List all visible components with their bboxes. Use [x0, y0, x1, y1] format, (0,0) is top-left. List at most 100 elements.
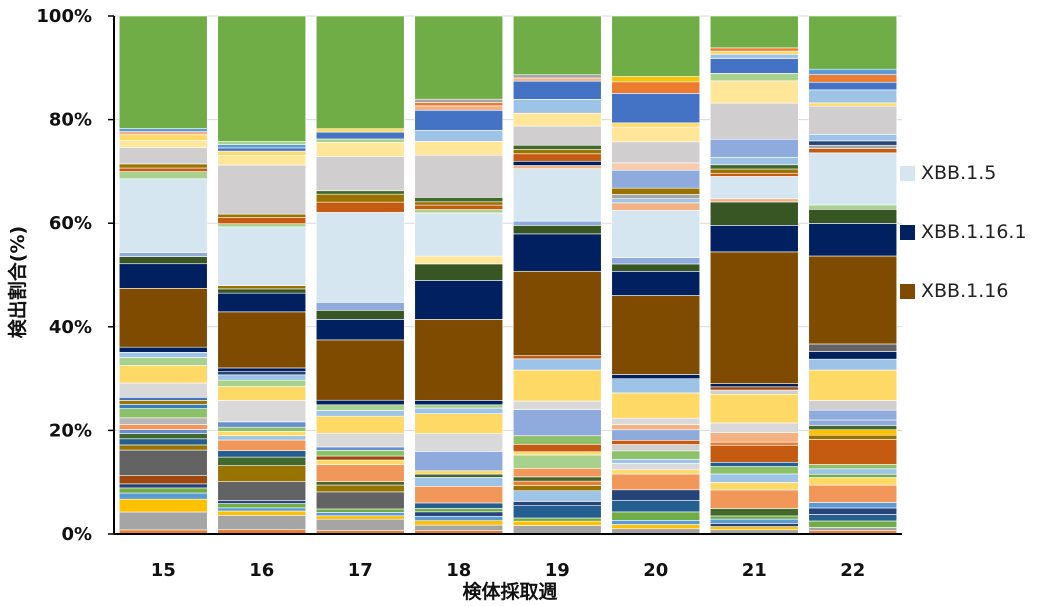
bar-segment	[414, 433, 504, 452]
bar-segment	[512, 149, 602, 155]
bar-segment	[611, 271, 701, 296]
bar-segment	[512, 15, 602, 76]
bar-segment	[315, 512, 405, 517]
bar-segment	[611, 417, 701, 425]
bar-segment	[217, 164, 307, 215]
bar-week-21	[709, 15, 799, 535]
bar-segment	[808, 140, 898, 146]
bar-week-16	[217, 15, 307, 535]
bar-segment	[118, 492, 208, 500]
legend-item: XBB.1.16.1	[900, 221, 1027, 243]
bar-segment	[709, 164, 799, 170]
bar-segment	[217, 213, 307, 218]
bar-segment	[217, 155, 307, 166]
bar-segment	[512, 400, 602, 410]
bar-segment	[611, 424, 701, 431]
bar-segment	[118, 134, 208, 141]
bar-segment	[808, 358, 898, 371]
bar-segment	[315, 319, 405, 341]
bar-segment	[709, 386, 799, 391]
bar-segment	[611, 439, 701, 445]
bar-segment	[217, 400, 307, 423]
bar-segment	[217, 150, 307, 156]
bar-segment	[315, 410, 405, 417]
bar-segment	[118, 433, 208, 440]
bar-segment	[315, 459, 405, 465]
bar-segment	[611, 473, 701, 491]
legend-swatch	[900, 224, 915, 240]
bar-segment	[414, 201, 504, 206]
bar-segment	[315, 515, 405, 520]
bar-segment	[709, 102, 799, 140]
bar-segment	[512, 77, 602, 82]
bar-segment	[217, 288, 307, 294]
bar-segment	[808, 477, 898, 486]
x-tick-label: 18	[446, 560, 471, 581]
x-tick-label: 16	[249, 560, 274, 581]
bar-segment	[611, 187, 701, 195]
bar-segment	[611, 169, 701, 189]
legend-label: XBB.1.16	[921, 280, 1009, 302]
bar-segment	[315, 128, 405, 133]
bar-segment	[512, 485, 602, 492]
bar-segment	[512, 480, 602, 486]
bar-segment	[217, 141, 307, 145]
bar-segment	[315, 446, 405, 451]
x-tick-label: 15	[151, 560, 176, 581]
y-tick-label: 20%	[49, 420, 92, 441]
bar-segment	[709, 526, 799, 531]
bar-segment	[512, 520, 602, 526]
bar-segment	[118, 128, 208, 132]
bar-week-15	[118, 15, 208, 535]
bar-segment	[414, 129, 504, 142]
bar-segment	[611, 463, 701, 471]
bar-segment	[414, 212, 504, 257]
bar-segment	[808, 89, 898, 104]
bar-segment	[611, 198, 701, 204]
bar-segment	[217, 292, 307, 313]
bar-segment	[611, 126, 701, 143]
bar-segment	[709, 383, 799, 388]
bar-segment	[217, 426, 307, 432]
bar-segment	[512, 80, 602, 100]
bar-segment	[118, 163, 208, 169]
bar-segment	[808, 255, 898, 345]
bar-segment	[414, 407, 504, 414]
bar-week-17	[315, 15, 405, 535]
bar-segment	[808, 527, 898, 532]
bar-segment	[709, 422, 799, 433]
bar-segment	[611, 263, 701, 272]
bar-segment	[611, 93, 701, 124]
bar-segment	[414, 413, 504, 434]
bar-segment	[217, 456, 307, 466]
bar-segment	[118, 438, 208, 446]
x-axis-title: 検体採取週	[462, 580, 557, 602]
bar-segment	[808, 208, 898, 224]
bar-segment	[315, 193, 405, 203]
bar-segment	[808, 351, 898, 360]
bar-segment	[118, 382, 208, 398]
legend-swatch	[900, 283, 915, 299]
bar-segment	[217, 223, 307, 228]
bar-segment	[414, 486, 504, 504]
bar-segment	[118, 429, 208, 434]
bar-segment	[512, 74, 602, 79]
bar-segment	[414, 524, 504, 531]
bar-segment	[217, 465, 307, 482]
bar-segment	[709, 473, 799, 483]
bar-segment	[315, 464, 405, 482]
bar-segment	[217, 435, 307, 441]
bar-segment	[611, 257, 701, 265]
bar-segment	[611, 202, 701, 211]
bar-segment	[709, 73, 799, 82]
bar-segment	[808, 464, 898, 470]
x-tick-label: 22	[840, 560, 865, 581]
bar-segment	[414, 15, 504, 100]
bar-segment	[808, 419, 898, 426]
bar-segment	[414, 109, 504, 131]
bar-segment	[709, 251, 799, 384]
bar-segment	[118, 140, 208, 148]
bar-segment	[217, 503, 307, 509]
bar-segment	[512, 451, 602, 456]
